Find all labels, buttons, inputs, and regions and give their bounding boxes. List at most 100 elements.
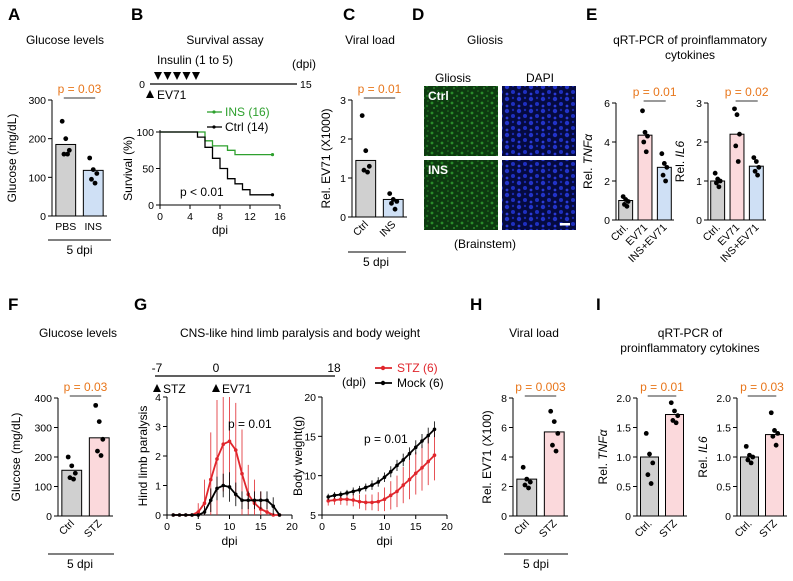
data-point <box>265 498 269 503</box>
title-e-line1: qRT-PCR of proinflammatory <box>613 33 767 47</box>
p-value: p = 0.01 <box>228 417 272 431</box>
data-point <box>645 472 651 478</box>
x-tick-label: 5 <box>350 521 356 533</box>
y-tick-label: 2 <box>340 134 346 146</box>
data-point <box>773 442 779 448</box>
timeline-mid: 0 <box>213 361 220 375</box>
insulin-arrow-icon <box>192 72 200 80</box>
data-point <box>640 108 645 114</box>
data-point <box>387 191 393 197</box>
data-point <box>345 491 349 495</box>
data-point <box>357 499 362 504</box>
data-point <box>392 206 398 212</box>
data-point <box>659 151 665 157</box>
p-value: p = 0.03 <box>64 380 108 394</box>
p-value: p = 0.01 <box>364 432 408 446</box>
x-axis-label: dpi <box>212 223 228 237</box>
panel-i-1: 0 0.5 1.0 1.5 2.0 Ctrl. STZ p = 0.03 Rel. IL6 <box>696 380 787 540</box>
insulin-arrow-icon <box>173 72 181 80</box>
y-tick-label: 400 <box>34 393 52 405</box>
data-point <box>89 176 94 182</box>
x-tick-label: 0 <box>157 211 163 223</box>
panel-d: Gliosis Gliosis DAPI Ctrl INS (Brainstem) <box>424 33 576 251</box>
data-point <box>520 464 526 470</box>
category-label: INS <box>378 219 399 240</box>
data-point <box>365 169 370 175</box>
x-tick-label: 8 <box>217 211 223 223</box>
data-point <box>642 129 648 135</box>
y-tick-label: 2 <box>604 176 610 188</box>
footnote: 5 dpi <box>523 557 549 571</box>
data-point <box>668 400 674 406</box>
data-point <box>265 510 269 514</box>
data-point <box>98 453 104 458</box>
data-point <box>92 180 98 186</box>
data-point <box>625 199 631 204</box>
data-point <box>208 498 213 503</box>
data-point <box>389 200 394 206</box>
data-point <box>221 483 226 488</box>
data-point <box>660 172 666 178</box>
y-tick-label: 300 <box>34 423 52 435</box>
data-point <box>550 442 555 448</box>
bar-0 <box>355 159 377 218</box>
micrograph-ctrl-dapi <box>502 86 576 156</box>
x-tick-label: 10 <box>224 521 236 533</box>
y-tick-label: 0 <box>340 212 346 224</box>
y-axis-label: Body weight(g) <box>291 416 305 496</box>
panel-g-subplot-0: 0 1 2 3 4 0 5 10 15 20 dpi Hind limb paralysis p = 0… <box>136 392 298 548</box>
p-value: p = 0.01 <box>633 85 677 99</box>
data-point <box>751 155 757 161</box>
y-axis-label-gene: TNFα <box>596 428 610 459</box>
data-point <box>768 410 774 416</box>
x-tick-label: 20 <box>286 521 298 533</box>
title-e-line2: cytokines <box>665 48 715 62</box>
data-point <box>332 498 337 502</box>
y-tick-label: 1 <box>155 481 161 493</box>
bar-0 <box>740 456 759 517</box>
x-tick-label: 16 <box>274 211 286 223</box>
data-point <box>426 433 431 438</box>
bar-1 <box>88 437 110 517</box>
data-point <box>196 513 201 517</box>
y-tick-label: 2 <box>501 482 507 494</box>
category-label: Ctrl <box>351 219 371 239</box>
y-tick-label: 2 <box>696 137 702 149</box>
data-point <box>215 486 219 491</box>
y-tick-label: 1 <box>696 176 702 188</box>
survival-line-1 <box>160 131 273 196</box>
title-g: CNS-like hind limb paralysis and body we… <box>180 326 421 340</box>
data-point <box>370 500 374 505</box>
y-tick-label: 0 <box>40 211 46 223</box>
data-point <box>413 445 418 450</box>
data-point <box>732 106 737 112</box>
data-point <box>413 471 418 476</box>
y-tick-label: 15 <box>304 431 316 443</box>
category-label: INS <box>84 221 102 233</box>
bar-1 <box>729 133 745 221</box>
data-point <box>712 170 718 176</box>
panel-letter-i: I <box>596 295 601 314</box>
micrograph-ins-dapi <box>502 160 576 230</box>
y-tick-label: 200 <box>34 452 52 464</box>
data-point <box>548 408 554 414</box>
y-tick-label: 50 <box>142 164 154 176</box>
y-axis-label-prefix: Rel. <box>696 453 710 478</box>
panel-letter-e: E <box>586 5 597 24</box>
title-d: Gliosis <box>467 33 503 47</box>
data-point <box>208 477 213 482</box>
p-value: p = 0.03 <box>58 82 102 96</box>
footnote: 5 dpi <box>363 255 389 269</box>
panel-c: 0 1 2 3 Ctrl INS p = 0.01 Rel. EV71 (X1000) <box>319 82 407 240</box>
data-point <box>96 419 102 424</box>
data-point <box>65 151 70 157</box>
y-tick-label: 300 <box>28 95 46 107</box>
x-axis-label: dpi <box>376 534 392 548</box>
data-point <box>202 510 207 514</box>
y-tick-label: 0 <box>155 510 161 522</box>
y-tick-label: 0 <box>46 511 52 523</box>
data-point <box>370 483 374 487</box>
y-tick-label: 6 <box>604 98 610 110</box>
